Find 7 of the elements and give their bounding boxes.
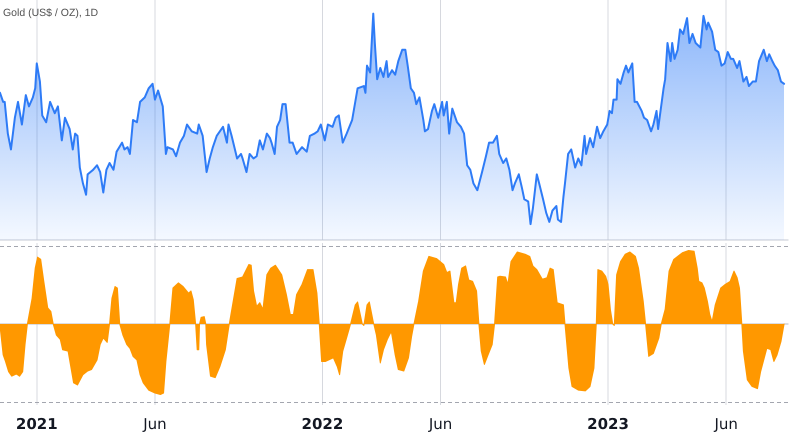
x-tick-label: Jun: [713, 414, 738, 433]
x-tick-label: Jun: [142, 414, 167, 433]
x-tick-label: 2022: [302, 414, 344, 433]
x-tick-label: 2023: [587, 414, 629, 433]
chart-title: Gold (US$ / OZ), 1D: [3, 7, 98, 20]
x-tick-label: 2021: [16, 414, 58, 433]
x-tick-label: Jun: [428, 414, 452, 433]
